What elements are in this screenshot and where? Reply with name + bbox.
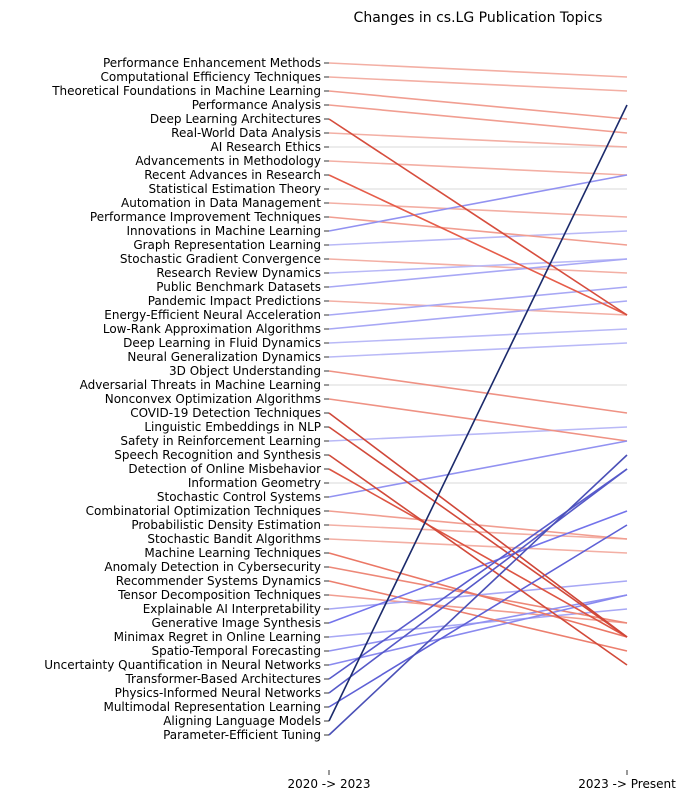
topic-label: Probabilistic Density Estimation bbox=[131, 518, 321, 532]
slope-line bbox=[328, 454, 628, 736]
x-label-left: 2020 -> 2023 bbox=[287, 777, 370, 791]
slope-line bbox=[328, 468, 628, 638]
topic-label: Explainable AI Interpretability bbox=[143, 602, 321, 616]
slope-line bbox=[328, 90, 628, 120]
topic-label: Detection of Online Misbehavior bbox=[128, 462, 321, 476]
x-label-right: 2023 -> Present bbox=[578, 777, 676, 791]
topic-label: Tensor Decomposition Techniques bbox=[117, 588, 321, 602]
slope-line bbox=[328, 594, 628, 624]
topic-label: Spatio-Temporal Forecasting bbox=[151, 644, 321, 658]
slope-line bbox=[328, 258, 628, 288]
slope-line bbox=[328, 468, 628, 680]
slope-line bbox=[328, 174, 628, 316]
topic-label: Parameter-Efficient Tuning bbox=[163, 728, 321, 742]
topic-label: Aligning Language Models bbox=[163, 714, 321, 728]
topic-label: AI Research Ethics bbox=[211, 140, 322, 154]
slope-line bbox=[328, 216, 628, 246]
topic-label: Generative Image Synthesis bbox=[151, 616, 321, 630]
slope-line bbox=[328, 524, 628, 708]
topic-label: Multimodal Representation Learning bbox=[103, 700, 321, 714]
slope-line bbox=[328, 132, 628, 148]
topic-label: Advancements in Methodology bbox=[135, 154, 321, 168]
slope-line bbox=[328, 454, 628, 666]
chart-title: Changes in cs.LG Publication Topics bbox=[354, 10, 603, 26]
slope-line bbox=[328, 230, 628, 246]
topic-label: Graph Representation Learning bbox=[133, 238, 321, 252]
slope-lines bbox=[328, 62, 628, 736]
topic-label: Deep Learning Architectures bbox=[150, 112, 321, 126]
topic-label: Uncertainty Quantification in Neural Net… bbox=[44, 658, 321, 672]
slope-line bbox=[328, 300, 628, 316]
topic-label: Linguistic Embeddings in NLP bbox=[144, 420, 321, 434]
topic-label: Innovations in Machine Learning bbox=[127, 224, 322, 238]
slope-line bbox=[328, 62, 628, 78]
topic-label: Public Benchmark Datasets bbox=[156, 280, 321, 294]
slope-line bbox=[328, 104, 628, 722]
topic-label: Recent Advances in Research bbox=[144, 168, 321, 182]
topic-label: Stochastic Control Systems bbox=[157, 490, 321, 504]
slope-line bbox=[328, 118, 628, 316]
slope-line bbox=[328, 202, 628, 218]
topic-label: Anomaly Detection in Cybersecurity bbox=[104, 560, 321, 574]
topic-label: Performance Enhancement Methods bbox=[103, 56, 321, 70]
topic-label: Nonconvex Optimization Algorithms bbox=[105, 392, 321, 406]
topic-label: COVID-19 Detection Techniques bbox=[130, 406, 321, 420]
topic-label: Physics-Informed Neural Networks bbox=[115, 686, 321, 700]
slope-line bbox=[328, 174, 628, 232]
slope-line bbox=[328, 510, 628, 624]
topic-label: Theoretical Foundations in Machine Learn… bbox=[51, 84, 321, 98]
topic-label: 3D Object Understanding bbox=[169, 364, 321, 378]
slope-line bbox=[328, 76, 628, 92]
topic-label: Recommender Systems Dynamics bbox=[116, 574, 321, 588]
topic-label: Stochastic Gradient Convergence bbox=[120, 252, 321, 266]
topic-label: Safety in Reinforcement Learning bbox=[120, 434, 321, 448]
topic-label: Information Geometry bbox=[188, 476, 321, 490]
topic-label: Deep Learning in Fluid Dynamics bbox=[123, 336, 321, 350]
slope-line bbox=[328, 412, 628, 638]
slope-line bbox=[328, 468, 628, 694]
topic-label: Minimax Regret in Online Learning bbox=[114, 630, 321, 644]
slope-line bbox=[328, 300, 628, 330]
slope-line bbox=[328, 160, 628, 176]
topic-labels: Performance Enhancement MethodsComputati… bbox=[44, 56, 329, 742]
slope-line bbox=[328, 328, 628, 344]
slope-line bbox=[328, 342, 628, 358]
topic-label: Automation in Data Management bbox=[121, 196, 321, 210]
slope-line bbox=[328, 426, 628, 638]
slope-line bbox=[328, 398, 628, 442]
slope-line bbox=[328, 104, 628, 134]
slope-line bbox=[328, 594, 628, 666]
topic-label: Performance Improvement Techniques bbox=[90, 210, 321, 224]
slope-line bbox=[328, 286, 628, 316]
topic-label: Computational Efficiency Techniques bbox=[101, 70, 321, 84]
topic-label: Transformer-Based Architectures bbox=[124, 672, 321, 686]
slope-line bbox=[328, 258, 628, 274]
topic-label: Adversarial Threats in Machine Learning bbox=[80, 378, 321, 392]
slope-line bbox=[328, 594, 628, 652]
slope-line bbox=[328, 538, 628, 554]
slope-line bbox=[328, 370, 628, 414]
topic-label: Performance Analysis bbox=[192, 98, 321, 112]
topic-label: Pandemic Impact Predictions bbox=[148, 294, 321, 308]
topic-label: Stochastic Bandit Algorithms bbox=[147, 532, 321, 546]
topic-label: Neural Generalization Dynamics bbox=[127, 350, 321, 364]
topic-label: Statistical Estimation Theory bbox=[148, 182, 321, 196]
topic-label: Low-Rank Approximation Algorithms bbox=[103, 322, 321, 336]
slope-line bbox=[328, 440, 628, 498]
topic-label: Speech Recognition and Synthesis bbox=[114, 448, 321, 462]
slope-line bbox=[328, 426, 628, 442]
topic-label: Combinatorial Optimization Techniques bbox=[86, 504, 321, 518]
topic-label: Research Review Dynamics bbox=[156, 266, 321, 280]
topic-label: Real-World Data Analysis bbox=[171, 126, 321, 140]
topic-label: Energy-Efficient Neural Acceleration bbox=[104, 308, 321, 322]
topic-label: Machine Learning Techniques bbox=[144, 546, 321, 560]
